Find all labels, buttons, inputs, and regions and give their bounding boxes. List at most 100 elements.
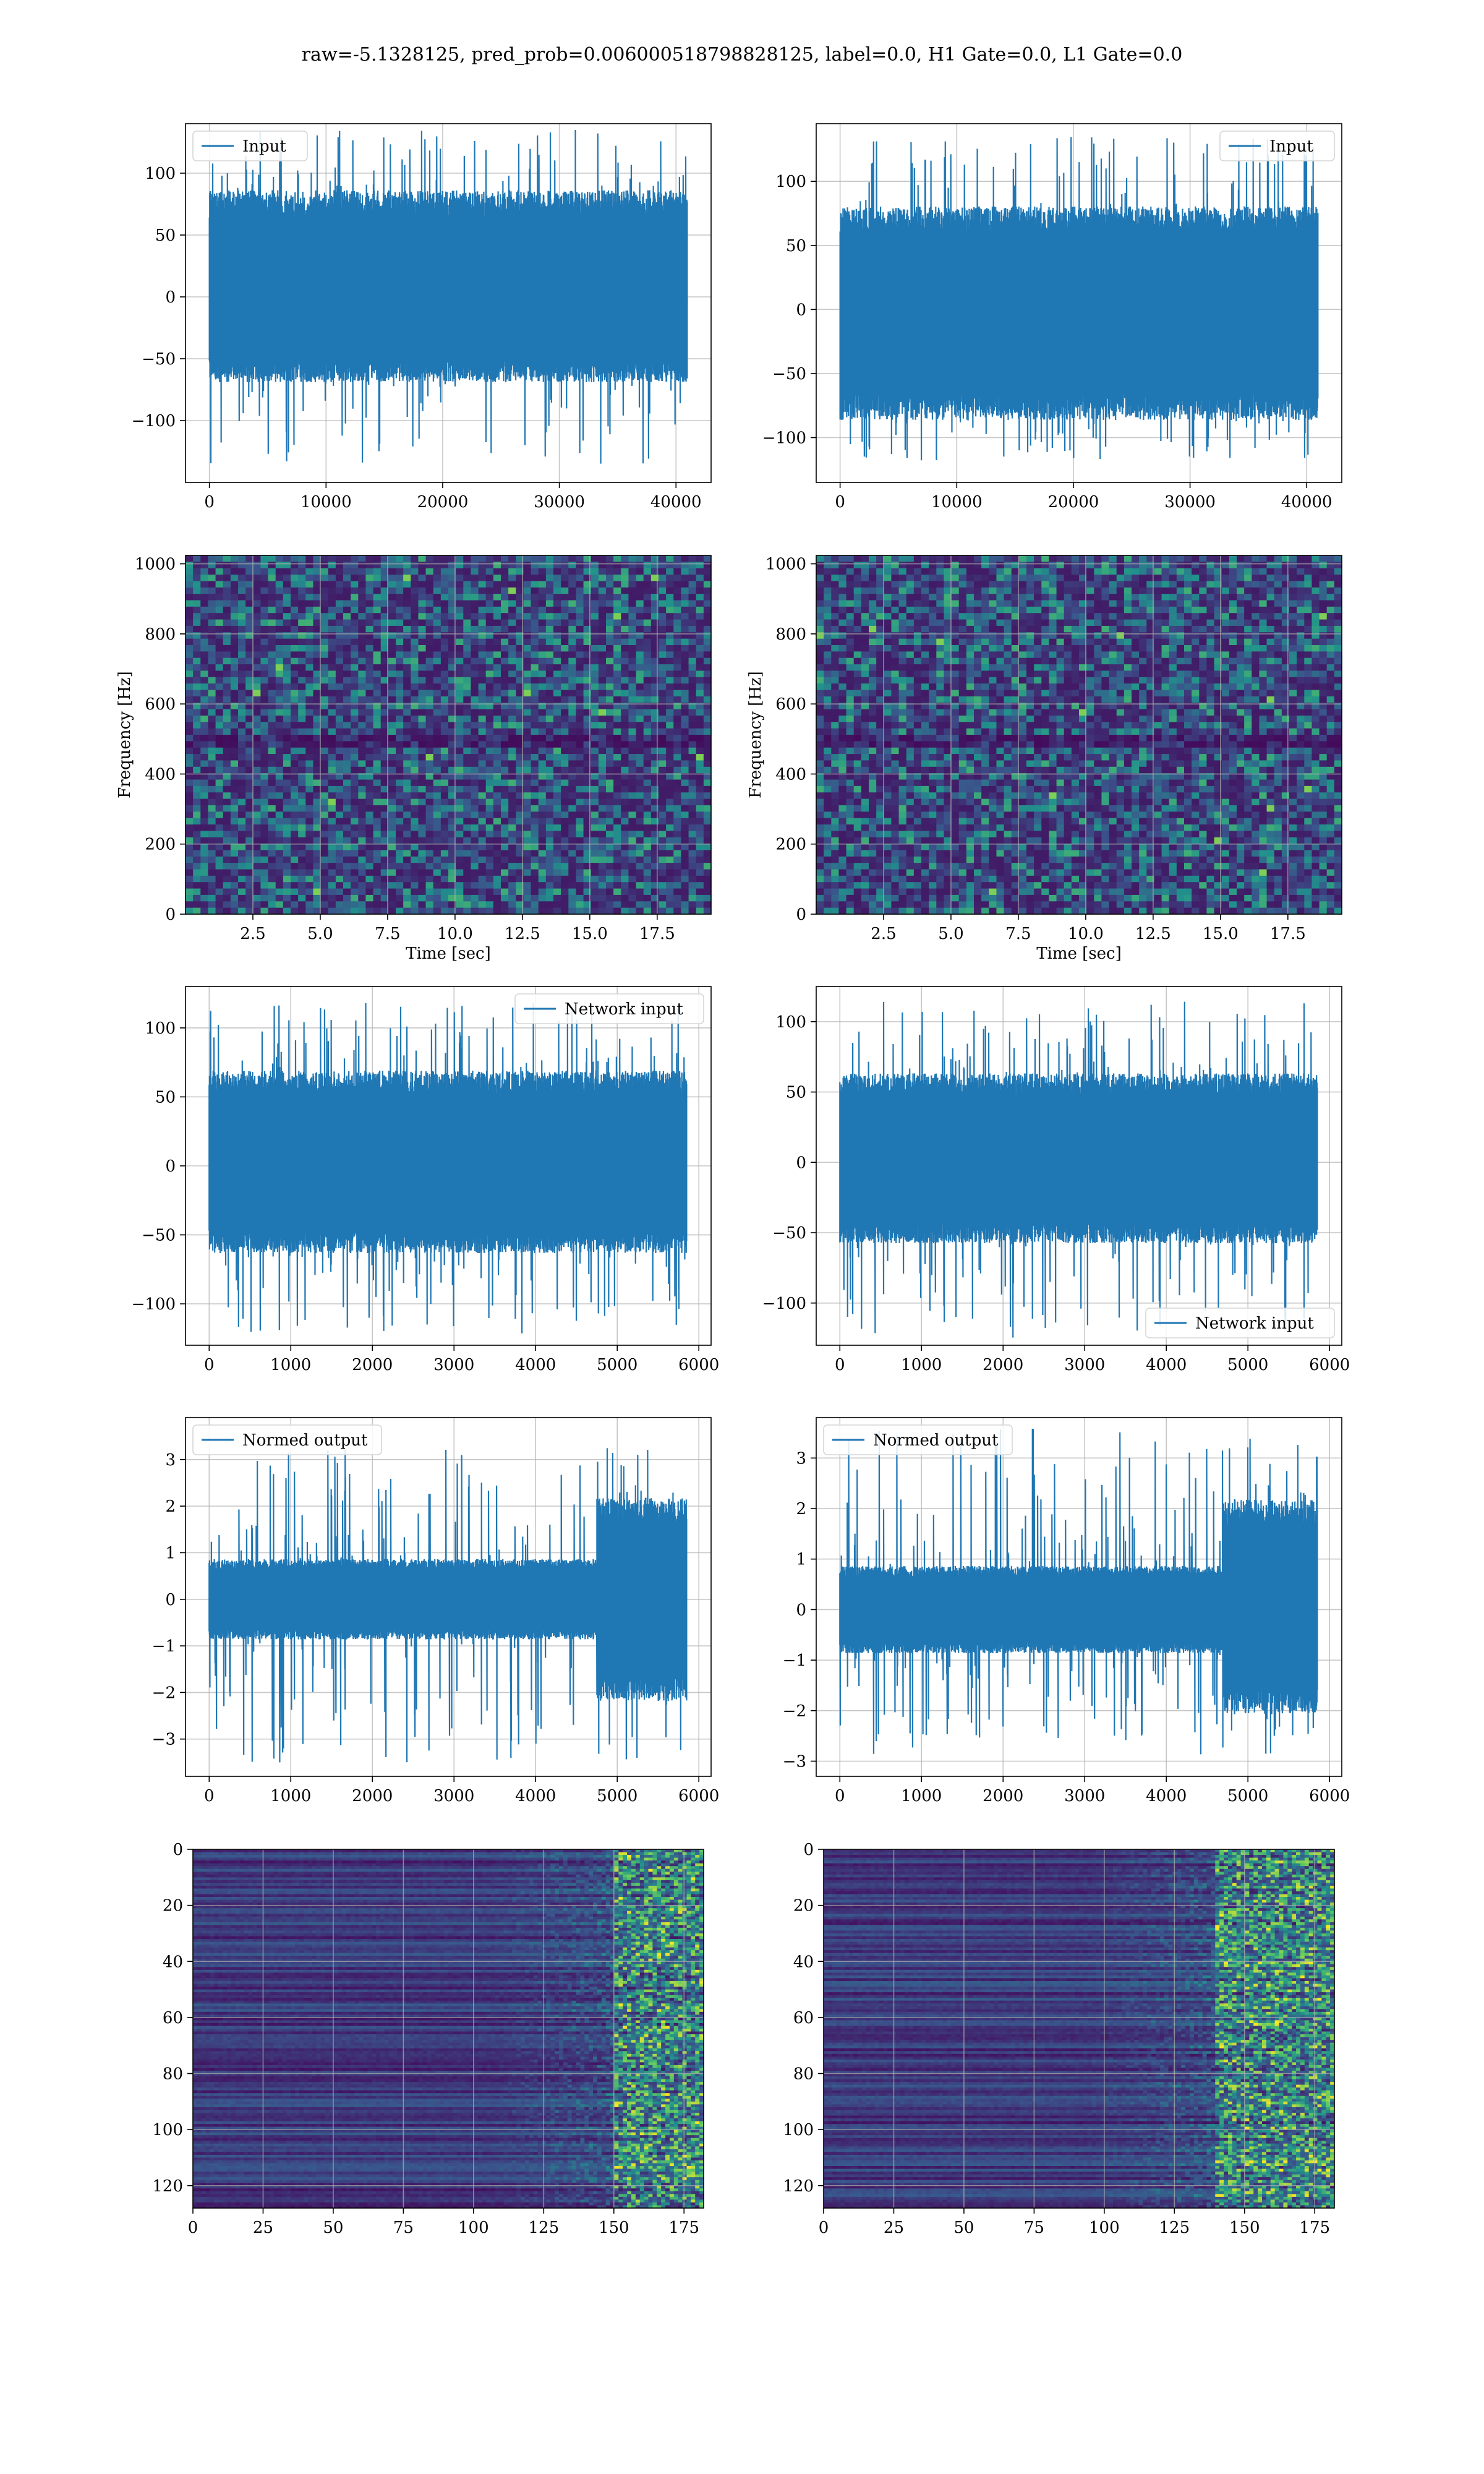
- act-left-ytick-label: 60: [163, 2009, 183, 2027]
- netin-right-series-line: [839, 1001, 1318, 1338]
- netin-left-series-line: [208, 1003, 688, 1333]
- figure-suptitle: raw=-5.1328125, pred_prob=0.006000518798…: [302, 44, 1183, 66]
- spec-right-xlabel: Time [sec]: [1036, 944, 1122, 963]
- act-left-ytick-label: 0: [173, 1841, 183, 1859]
- spec-right-xtick-label: 17.5: [1270, 925, 1306, 943]
- spec-right-ytick-label: 1000: [765, 555, 806, 574]
- netin-left-xtick-label: 1000: [270, 1356, 311, 1374]
- spec-right-xtick-label: 5.0: [938, 925, 963, 943]
- act-left-ytick-label: 20: [163, 1897, 183, 1915]
- spec-left-xtick-label: 5.0: [307, 925, 333, 943]
- act-right-xtick-label: 100: [1089, 2219, 1120, 2237]
- normed-left-frame: [185, 1417, 712, 1777]
- input-left-frame: [185, 123, 712, 483]
- act-right-grid: [823, 1849, 1334, 2208]
- chart-netin-left: 0 1000 2000 3000 4000 5000 6000 −100 −50 0 50 100 Ne…: [132, 986, 719, 1374]
- normed-right-ytick-label: −3: [783, 1752, 806, 1771]
- input-left-xtick-label: 30000: [534, 493, 585, 511]
- netin-right-ytick-label: 100: [775, 1013, 806, 1032]
- input-right-ytick-label: 100: [775, 173, 806, 191]
- spec-right-xtick-label: 2.5: [871, 925, 896, 943]
- netin-left-ytick-label: −100: [132, 1295, 176, 1314]
- normed-right-series-line: [839, 1429, 1318, 1755]
- chart-act-left: 0 25 50 75 100 125 150 175 0 20 40 60 80 100 120: [152, 1841, 704, 2237]
- normed-right-legend: Normed output: [823, 1424, 1013, 1455]
- act-right-ytick-label: 40: [793, 1953, 814, 1971]
- netin-right-xtick-label: 6000: [1309, 1356, 1350, 1374]
- normed-left-xtick-label: 2000: [352, 1787, 393, 1805]
- netin-left-xtick-label: 3000: [433, 1356, 474, 1374]
- spec-left-heatmap: [186, 555, 711, 914]
- act-right-ytick-label: 0: [803, 1841, 814, 1859]
- spec-right-xtick-label: 10.0: [1068, 925, 1104, 943]
- input-left-xtick-label: 40000: [650, 493, 702, 511]
- netin-left-ytick-label: 100: [145, 1019, 176, 1038]
- input-right-legend: Input: [1219, 131, 1335, 161]
- netin-right-xtick-label: 4000: [1146, 1356, 1187, 1374]
- act-right-ytick-label: 80: [793, 2065, 814, 2084]
- act-right-ytick-label: 100: [783, 2121, 814, 2139]
- spec-right-ylabel: Frequency [Hz]: [746, 671, 765, 798]
- netin-left-ytick-label: 50: [155, 1088, 176, 1106]
- netin-right-legend-label: Network input: [1195, 1314, 1314, 1333]
- act-right-heatmap: [824, 1849, 1334, 2208]
- normed-right-xtick-label: 3000: [1064, 1787, 1105, 1805]
- act-right-xtick-label: 175: [1299, 2219, 1330, 2237]
- normed-right-ytick-label: 2: [796, 1500, 806, 1518]
- netin-right-ytick-label: 0: [796, 1154, 806, 1172]
- act-left-xtick-label: 50: [323, 2219, 343, 2237]
- input-right-xtick-label: 40000: [1281, 493, 1333, 511]
- input-right-legend-label: Input: [1269, 137, 1313, 156]
- act-right-xtick-label: 150: [1229, 2219, 1260, 2237]
- spec-right-ytick-label: 800: [775, 625, 806, 644]
- netin-left-xtick-label: 6000: [678, 1356, 719, 1374]
- chart-netin-right: 0 1000 2000 3000 4000 5000 6000 −100 −50 0 50 100 Ne…: [762, 986, 1350, 1374]
- normed-right-xtick-label: 4000: [1146, 1787, 1187, 1805]
- spec-right-ytick-label: 400: [775, 765, 806, 784]
- input-left-ytick-label: −100: [132, 412, 176, 430]
- input-right-xtick-label: 30000: [1164, 493, 1216, 511]
- spec-left-xtick-label: 2.5: [240, 925, 265, 943]
- act-right-frame: [823, 1849, 1335, 2209]
- chart-normed-right: 0 1000 2000 3000 4000 5000 6000 −3 −2 −1 0 1 2 3 Norme…: [783, 1417, 1350, 1805]
- input-right-ytick-label: −50: [772, 365, 806, 383]
- spec-left-xtick-label: 10.0: [437, 925, 473, 943]
- spec-left-ytick-label: 200: [145, 836, 176, 854]
- input-left-ytick-label: 50: [155, 226, 176, 245]
- netin-left-legend: Network input: [514, 993, 704, 1024]
- normed-right-xtick-label: 6000: [1309, 1787, 1350, 1805]
- spec-right-xtick-label: 12.5: [1135, 925, 1171, 943]
- normed-left-ytick-label: −2: [152, 1684, 176, 1702]
- spec-left-xtick-label: 7.5: [375, 925, 400, 943]
- spec-left-xtick-label: 15.0: [572, 925, 608, 943]
- input-right-frame: [816, 123, 1342, 483]
- normed-left-xtick-label: 1000: [270, 1787, 311, 1805]
- netin-left-legend-box: [514, 993, 704, 1024]
- netin-right-ytick-label: −100: [762, 1295, 806, 1313]
- input-left-xtick-label: 10000: [301, 493, 352, 511]
- chart-input-left: 0 10000 20000 30000 40000 −100 −50 0 50 100 Input: [132, 123, 712, 511]
- normed-left-ytick-label: 3: [165, 1451, 176, 1470]
- input-right-ytick-label: 0: [796, 301, 806, 319]
- input-left-ytick-label: 100: [145, 165, 176, 183]
- normed-left-legend-label: Normed output: [242, 1431, 368, 1450]
- spec-left-ytick-label: 400: [145, 765, 176, 784]
- normed-left-xtick-label: 6000: [678, 1787, 719, 1805]
- normed-left-xtick-label: 3000: [433, 1787, 474, 1805]
- netin-left-legend-label: Network input: [565, 1000, 683, 1019]
- input-left-xtick-label: 0: [204, 493, 215, 511]
- normed-left-xtick-label: 4000: [515, 1787, 556, 1805]
- netin-right-legend: Network input: [1145, 1308, 1335, 1338]
- normed-right-ytick-label: −1: [783, 1651, 806, 1670]
- input-right-series-line: [839, 137, 1319, 461]
- normed-left-series-line: [208, 1448, 688, 1763]
- act-left-xtick-label: 150: [599, 2219, 629, 2237]
- input-left-series-line: [208, 130, 688, 464]
- normed-right-xtick-label: 1000: [901, 1787, 942, 1805]
- chart-act-right: 0 25 50 75 100 125 150 175 0 20 40 60 80 100 120: [783, 1841, 1335, 2237]
- input-left-ytick-label: −50: [142, 350, 176, 369]
- netin-left-xtick-label: 5000: [597, 1356, 638, 1374]
- act-right-xtick-label: 0: [819, 2219, 829, 2237]
- spec-right-heatmap: [816, 555, 1342, 914]
- normed-left-ytick-label: −1: [152, 1637, 176, 1656]
